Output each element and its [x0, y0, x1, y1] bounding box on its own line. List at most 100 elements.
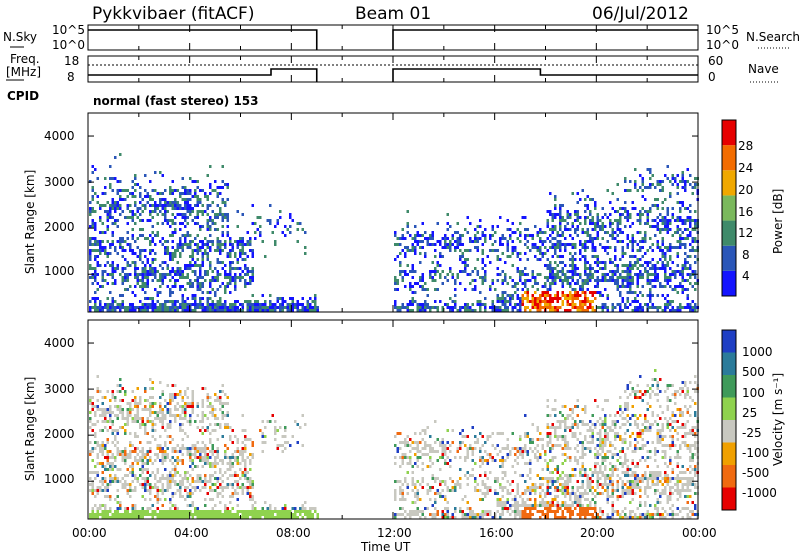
heatmap-cell	[147, 258, 150, 261]
heatmap-cell	[519, 297, 522, 300]
heatmap-cell	[669, 258, 672, 261]
heatmap-cell	[522, 270, 525, 273]
heatmap-cell	[569, 258, 572, 261]
heatmap-cell	[627, 270, 630, 273]
heatmap-cell	[119, 180, 122, 183]
heatmap-cell	[557, 234, 560, 237]
heatmap-cell	[92, 225, 95, 228]
heatmap-cell	[567, 300, 570, 303]
heatmap-cell	[237, 492, 240, 495]
heatmap-cell	[252, 486, 255, 489]
heatmap-cell	[617, 198, 620, 201]
heatmap-cell	[442, 450, 445, 453]
heatmap-cell	[427, 294, 430, 297]
heatmap-cell	[657, 279, 660, 282]
power-cbar-tick-24: 24	[738, 161, 753, 175]
heatmap-cell	[644, 186, 647, 189]
heatmap-cell	[219, 243, 222, 246]
heatmap-cell	[157, 231, 160, 234]
heatmap-cell	[597, 258, 600, 261]
heatmap-cell	[219, 390, 222, 393]
heatmap-cell	[592, 306, 595, 309]
heatmap-cell	[404, 252, 407, 255]
heatmap-cell	[677, 183, 680, 186]
heatmap-cell	[492, 243, 495, 246]
heatmap-cell	[172, 474, 175, 477]
heatmap-cell	[227, 414, 230, 417]
heatmap-cell	[174, 198, 177, 201]
heatmap-cell	[574, 258, 577, 261]
heatmap-cell	[484, 486, 487, 489]
heatmap-cell	[154, 258, 157, 261]
heatmap-cell	[542, 243, 545, 246]
heatmap-cell	[624, 180, 627, 183]
heatmap-cell	[544, 285, 547, 288]
power-cbar-tick-20: 20	[738, 183, 753, 197]
heatmap-cell	[549, 264, 552, 267]
heatmap-cell	[149, 411, 152, 414]
heatmap-cell	[182, 273, 185, 276]
heatmap-cell	[209, 486, 212, 489]
heatmap-cell	[154, 438, 157, 441]
heatmap-cell	[497, 225, 500, 228]
heatmap-cell	[442, 441, 445, 444]
heatmap-cell	[449, 306, 452, 309]
heatmap-cell	[427, 240, 430, 243]
heatmap-cell	[529, 459, 532, 462]
heatmap-cell	[422, 279, 425, 282]
heatmap-cell	[219, 426, 222, 429]
heatmap-cell	[537, 306, 540, 309]
heatmap-cell	[497, 480, 500, 483]
heatmap-cell	[154, 204, 157, 207]
heatmap-cell	[212, 306, 215, 309]
heatmap-cell	[402, 249, 405, 252]
heatmap-cell	[684, 228, 687, 231]
heatmap-cell	[497, 273, 500, 276]
heatmap-cell	[507, 306, 510, 309]
heatmap-cell	[214, 450, 217, 453]
heatmap-cell	[199, 480, 202, 483]
heatmap-cell	[464, 258, 467, 261]
heatmap-cell	[214, 504, 217, 507]
heatmap-cell	[137, 279, 140, 282]
heatmap-cell	[127, 483, 130, 486]
heatmap-cell	[207, 258, 210, 261]
heatmap-cell	[457, 483, 460, 486]
heatmap-cell	[144, 426, 147, 429]
heatmap-cell	[552, 243, 555, 246]
heatmap-cell	[274, 306, 277, 309]
heatmap-cell	[469, 237, 472, 240]
heatmap-cell	[394, 282, 397, 285]
heatmap-cell	[429, 447, 432, 450]
heatmap-cell	[424, 303, 427, 306]
heatmap-cell	[574, 282, 577, 285]
heatmap-cell	[137, 477, 140, 480]
heatmap-cell	[227, 276, 230, 279]
heatmap-cell	[472, 270, 475, 273]
heatmap-cell	[209, 396, 212, 399]
heatmap-cell	[459, 234, 462, 237]
heatmap-cell	[109, 420, 112, 423]
heatmap-cell	[507, 438, 510, 441]
heatmap-cell	[549, 288, 552, 291]
heatmap-cell	[104, 426, 107, 429]
heatmap-cell	[662, 189, 665, 192]
heatmap-cell	[567, 294, 570, 297]
heatmap-cell	[229, 483, 232, 486]
heatmap-cell	[442, 480, 445, 483]
heatmap-cell	[532, 441, 535, 444]
heatmap-cell	[407, 471, 410, 474]
heatmap-cell	[174, 384, 177, 387]
heatmap-cell	[94, 237, 97, 240]
heatmap-cell	[434, 501, 437, 504]
heatmap-cell	[209, 204, 212, 207]
heatmap-cell	[679, 285, 682, 288]
heatmap-cell	[537, 456, 540, 459]
heatmap-cell	[609, 219, 612, 222]
heatmap-cell	[479, 465, 482, 468]
heatmap-cell	[462, 270, 465, 273]
velocity-panel: 1000 2000 3000 4000 Slant Range [km] 100…	[23, 320, 785, 519]
heatmap-cell	[169, 204, 172, 207]
heatmap-cell	[514, 471, 517, 474]
heatmap-cell	[142, 465, 145, 468]
